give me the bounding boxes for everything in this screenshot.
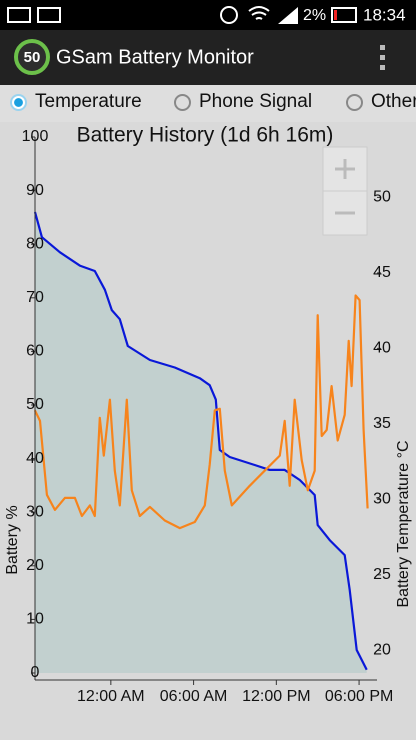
wifi-icon	[248, 6, 270, 20]
radio[interactable]	[174, 93, 191, 111]
y-tick-label: 10	[26, 611, 44, 628]
y2-tick-label: 45	[373, 264, 391, 281]
y-tick-label: 30	[26, 503, 44, 520]
overflow-menu[interactable]	[380, 45, 385, 70]
y-tick-label: 20	[26, 557, 44, 574]
y2-tick-label: 25	[373, 566, 391, 583]
line	[33, 294, 369, 530]
area	[35, 212, 367, 673]
radio[interactable]	[346, 93, 363, 111]
line	[33, 211, 368, 671]
y-tick-label: 0	[31, 664, 40, 681]
tab-label: Temperature	[35, 91, 142, 112]
y2-tick-label: 30	[373, 491, 391, 508]
zoom-in[interactable]	[322, 146, 368, 192]
tab-label: Other	[371, 91, 416, 112]
app-title: GSam Battery Monitor	[56, 46, 254, 68]
battery-text: 2%	[303, 7, 326, 24]
app-bar: 50 GSam Battery Monitor	[0, 30, 416, 85]
app-icon	[14, 39, 50, 75]
x-tick-label: 12:00 AM	[77, 688, 145, 705]
chart: Battery History (1d 6h 16m) Battery % Ba…	[4, 124, 412, 706]
y-tick-label: 50	[26, 396, 44, 413]
y2-tick-label: 40	[373, 340, 391, 357]
alarm-icon	[220, 6, 238, 24]
y-tick-label: 80	[26, 235, 44, 252]
tab[interactable]: Other	[346, 91, 416, 113]
y2-tick-label: 50	[373, 189, 391, 206]
status-icons: 2% 18:34	[7, 5, 406, 24]
y-tick-label: 70	[26, 289, 44, 306]
x-tick-label: 06:00 PM	[325, 688, 393, 705]
battery-level	[334, 10, 337, 20]
radio[interactable]	[10, 93, 27, 111]
notif-icon	[7, 7, 31, 23]
app-bar-content: 50 GSam Battery Monitor	[14, 39, 385, 75]
zoom-out[interactable]	[322, 190, 368, 236]
y-tick-label: 40	[26, 450, 44, 467]
tab-label: Phone Signal	[199, 91, 313, 112]
y-tick-label: 100	[22, 128, 49, 145]
chart-title: Battery History (1d 6h 16m)	[77, 124, 334, 147]
app-badge: 50	[24, 49, 41, 66]
tab-row: Temperature Phone Signal Other	[0, 85, 416, 122]
y-tick-label: 60	[26, 343, 44, 360]
y2-tick-label: 35	[373, 415, 391, 432]
y2-tick-label: 20	[373, 642, 391, 659]
x-tick-label: 12:00 PM	[242, 688, 310, 705]
y-tick-label: 90	[26, 182, 44, 199]
tab[interactable]: Phone Signal	[174, 91, 312, 113]
battery-icon	[331, 7, 357, 23]
x-tick-label: 06:00 AM	[160, 688, 228, 705]
status-bar: 2% 18:34	[0, 0, 416, 30]
notif-icon	[37, 7, 61, 23]
y-axis-label: Battery %	[4, 505, 21, 574]
y2-axis-label: Battery Temperature °C	[395, 440, 412, 607]
clock: 18:34	[363, 5, 406, 24]
tab[interactable]: Temperature	[10, 91, 142, 113]
signal-icon	[278, 7, 298, 24]
